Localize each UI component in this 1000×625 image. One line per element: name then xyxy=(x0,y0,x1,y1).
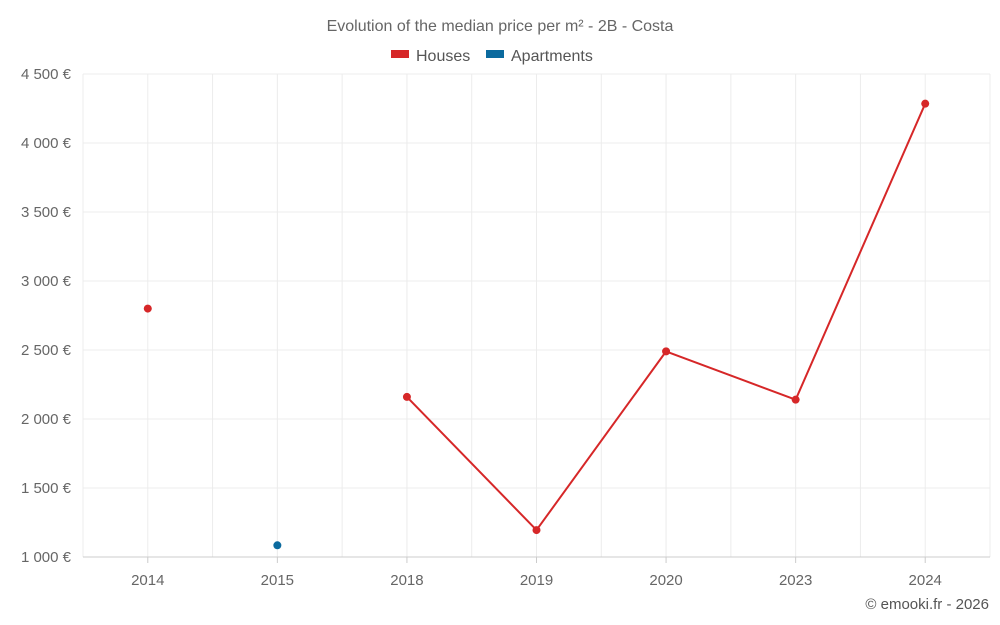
series-apartments xyxy=(273,541,282,550)
y-tick-label: 4 000 € xyxy=(21,135,72,152)
credit-text: © emooki.fr - 2026 xyxy=(865,596,989,613)
axes: 1 000 € 1 500 € 2 000 € 2 500 € 3 000 € 3 500… xyxy=(21,66,990,589)
x-tick-label: 2019 xyxy=(520,572,553,589)
legend: Houses Apartments xyxy=(391,48,593,65)
series xyxy=(143,99,930,550)
x-tick-label: 2023 xyxy=(779,572,812,589)
y-tick-label: 2 000 € xyxy=(21,411,72,428)
x-tick-label: 2014 xyxy=(131,572,164,589)
legend-swatch-houses xyxy=(391,50,409,58)
data-point-houses-2018[interactable] xyxy=(402,392,411,401)
y-tick-label: 1 500 € xyxy=(21,480,72,497)
grid xyxy=(82,73,991,557)
data-point-houses-2014[interactable] xyxy=(143,304,152,313)
x-tick-label: 2024 xyxy=(909,572,942,589)
data-point-houses-2024[interactable] xyxy=(921,99,930,108)
chart-title: Evolution of the median price per m² - 2… xyxy=(327,18,674,35)
legend-item-houses[interactable]: Houses xyxy=(391,48,470,65)
data-point-houses-2019[interactable] xyxy=(532,526,541,535)
data-point-houses-2023[interactable] xyxy=(791,395,800,404)
y-tick-label: 1 000 € xyxy=(21,549,72,566)
series-houses xyxy=(143,99,930,535)
legend-label-apartments: Apartments xyxy=(511,48,593,65)
data-point-houses-2020[interactable] xyxy=(662,347,671,356)
y-tick-label: 3 500 € xyxy=(21,204,72,221)
y-tick-label: 2 500 € xyxy=(21,342,72,359)
legend-label-houses: Houses xyxy=(416,48,470,65)
y-tick-label: 3 000 € xyxy=(21,273,72,290)
legend-item-apartments[interactable]: Apartments xyxy=(486,48,593,65)
x-tick-label: 2018 xyxy=(390,572,423,589)
data-point-apartments-2015[interactable] xyxy=(273,541,282,550)
legend-swatch-apartments xyxy=(486,50,504,58)
y-tick-label: 4 500 € xyxy=(21,66,72,83)
x-tick-label: 2020 xyxy=(649,572,682,589)
x-tick-label: 2015 xyxy=(261,572,294,589)
